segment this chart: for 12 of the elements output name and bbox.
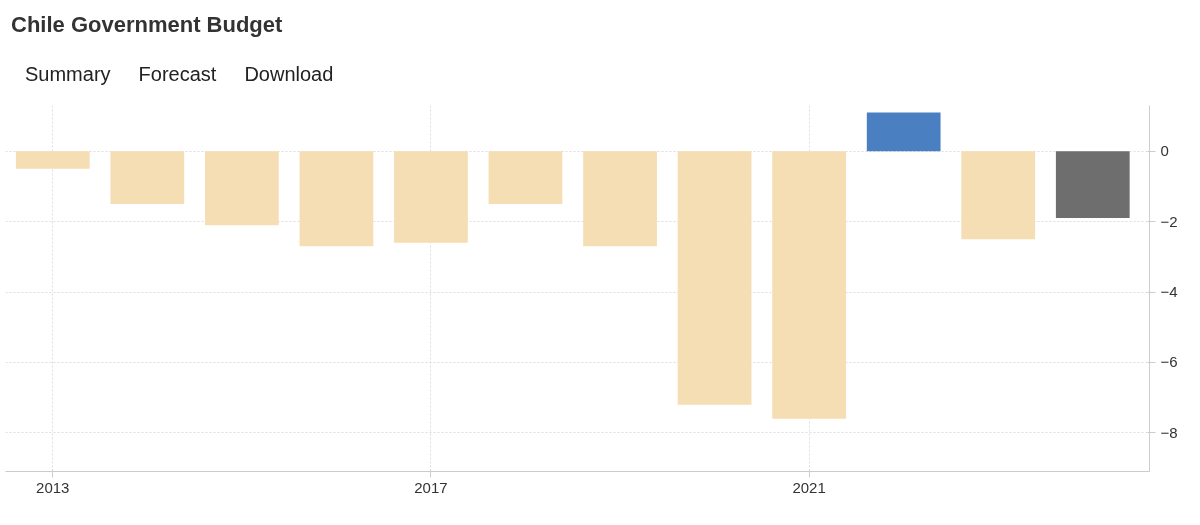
- x-tick-label: 2021: [792, 478, 826, 496]
- text: Forecast: [138, 63, 217, 86]
- x-tick-label: 2013: [36, 478, 70, 496]
- y-tick-label: 0: [1160, 142, 1169, 160]
- chart-title: Chile Government Budget: [11, 11, 283, 39]
- y-tick-label: −2: [1160, 212, 1178, 230]
- y-tick-label: −4: [1160, 283, 1178, 300]
- y-tick-label: −6: [1160, 353, 1178, 371]
- x-tick-label: 2017: [414, 478, 448, 496]
- text: Download: [244, 63, 334, 86]
- y-tick-label: −8: [1160, 423, 1178, 441]
- text: Summary: [25, 63, 111, 86]
